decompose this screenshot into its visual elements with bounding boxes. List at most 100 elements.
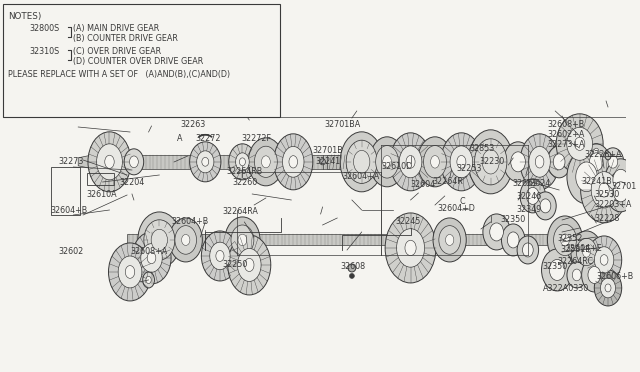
Text: 32610D: 32610D bbox=[381, 162, 412, 171]
Ellipse shape bbox=[605, 152, 611, 160]
Ellipse shape bbox=[520, 134, 559, 190]
Text: 32604+D: 32604+D bbox=[437, 204, 475, 213]
Ellipse shape bbox=[424, 145, 447, 178]
Ellipse shape bbox=[561, 234, 570, 246]
Ellipse shape bbox=[441, 133, 482, 191]
Ellipse shape bbox=[582, 247, 591, 257]
Ellipse shape bbox=[231, 225, 254, 255]
Bar bbox=[127, 234, 572, 246]
Text: 32352: 32352 bbox=[557, 234, 582, 243]
Text: 32701BA: 32701BA bbox=[324, 120, 360, 129]
Ellipse shape bbox=[118, 256, 142, 288]
Text: 32272F: 32272F bbox=[241, 134, 271, 143]
Text: C: C bbox=[460, 197, 465, 206]
Ellipse shape bbox=[244, 258, 254, 272]
Text: 32253: 32253 bbox=[456, 164, 482, 173]
Ellipse shape bbox=[529, 147, 550, 177]
Ellipse shape bbox=[210, 242, 230, 270]
Text: 32273: 32273 bbox=[59, 157, 84, 166]
Ellipse shape bbox=[483, 214, 510, 250]
Text: NOTES): NOTES) bbox=[8, 12, 41, 21]
Ellipse shape bbox=[457, 155, 466, 168]
Text: 32602+A: 32602+A bbox=[547, 130, 585, 139]
Text: 32273+A: 32273+A bbox=[547, 140, 585, 149]
Text: 32601: 32601 bbox=[512, 179, 538, 188]
Ellipse shape bbox=[239, 158, 245, 166]
Text: 32241B: 32241B bbox=[582, 177, 612, 186]
Ellipse shape bbox=[595, 247, 614, 273]
Ellipse shape bbox=[289, 155, 298, 168]
Text: 32701: 32701 bbox=[612, 182, 637, 191]
Text: 32264RB: 32264RB bbox=[227, 167, 263, 176]
Ellipse shape bbox=[535, 155, 544, 168]
Ellipse shape bbox=[591, 144, 602, 160]
Text: 32230: 32230 bbox=[479, 157, 504, 166]
Text: (A) MAIN DRIVE GEAR: (A) MAIN DRIVE GEAR bbox=[74, 24, 159, 33]
Ellipse shape bbox=[399, 146, 422, 178]
Ellipse shape bbox=[606, 172, 636, 212]
Ellipse shape bbox=[146, 276, 151, 283]
Text: 32531E: 32531E bbox=[560, 245, 590, 254]
Ellipse shape bbox=[474, 139, 507, 185]
Text: 32310S: 32310S bbox=[29, 47, 60, 56]
Ellipse shape bbox=[169, 218, 202, 262]
Text: 32606+B: 32606+B bbox=[596, 272, 634, 281]
Ellipse shape bbox=[556, 114, 603, 174]
Bar bbox=[87, 173, 115, 185]
Text: (B) COUNTER DRIVE GEAR: (B) COUNTER DRIVE GEAR bbox=[74, 34, 178, 43]
Circle shape bbox=[348, 264, 356, 272]
Text: 32604+A: 32604+A bbox=[342, 172, 380, 181]
Ellipse shape bbox=[588, 266, 601, 283]
Ellipse shape bbox=[406, 155, 415, 168]
Text: 32260: 32260 bbox=[233, 178, 258, 187]
Ellipse shape bbox=[591, 171, 617, 208]
Ellipse shape bbox=[255, 146, 277, 177]
Text: 32228+A: 32228+A bbox=[584, 150, 622, 159]
Bar bbox=[3, 4, 280, 117]
Text: 32204: 32204 bbox=[119, 178, 145, 187]
Ellipse shape bbox=[248, 138, 284, 186]
Ellipse shape bbox=[572, 269, 581, 281]
Ellipse shape bbox=[405, 240, 416, 256]
Ellipse shape bbox=[567, 262, 586, 288]
Text: 32608+A: 32608+A bbox=[130, 247, 167, 256]
Ellipse shape bbox=[511, 152, 525, 172]
Ellipse shape bbox=[228, 235, 271, 295]
Text: 32604: 32604 bbox=[410, 180, 436, 189]
Bar bbox=[51, 167, 80, 215]
Text: 32608: 32608 bbox=[340, 262, 365, 271]
Ellipse shape bbox=[599, 183, 609, 197]
Ellipse shape bbox=[508, 232, 519, 248]
Text: 32530: 32530 bbox=[595, 190, 620, 199]
Text: (D) COUNTER OVER DRIVE GEAR: (D) COUNTER OVER DRIVE GEAR bbox=[74, 57, 204, 66]
Text: 32701B: 32701B bbox=[313, 146, 344, 155]
Ellipse shape bbox=[517, 236, 539, 264]
Text: 32246: 32246 bbox=[516, 192, 541, 201]
Ellipse shape bbox=[151, 229, 168, 251]
Text: 32604+B: 32604+B bbox=[171, 217, 208, 226]
Ellipse shape bbox=[262, 156, 270, 168]
Ellipse shape bbox=[613, 169, 628, 190]
Bar bbox=[93, 155, 586, 169]
Ellipse shape bbox=[124, 149, 144, 175]
Ellipse shape bbox=[577, 238, 596, 266]
Ellipse shape bbox=[138, 212, 181, 268]
Ellipse shape bbox=[589, 153, 603, 171]
Ellipse shape bbox=[549, 259, 565, 280]
Ellipse shape bbox=[445, 234, 454, 246]
Ellipse shape bbox=[143, 272, 154, 288]
Ellipse shape bbox=[433, 218, 467, 262]
Ellipse shape bbox=[526, 187, 539, 204]
Ellipse shape bbox=[196, 151, 214, 173]
Text: 32800S: 32800S bbox=[29, 24, 60, 33]
Ellipse shape bbox=[385, 213, 436, 283]
Ellipse shape bbox=[376, 145, 399, 178]
Text: 32604+E: 32604+E bbox=[565, 244, 602, 253]
Ellipse shape bbox=[216, 250, 224, 262]
Text: 32608+B: 32608+B bbox=[547, 120, 585, 129]
Ellipse shape bbox=[236, 153, 249, 171]
Ellipse shape bbox=[450, 146, 473, 178]
Ellipse shape bbox=[237, 248, 261, 282]
Ellipse shape bbox=[274, 134, 313, 190]
Text: 32250: 32250 bbox=[223, 260, 248, 269]
